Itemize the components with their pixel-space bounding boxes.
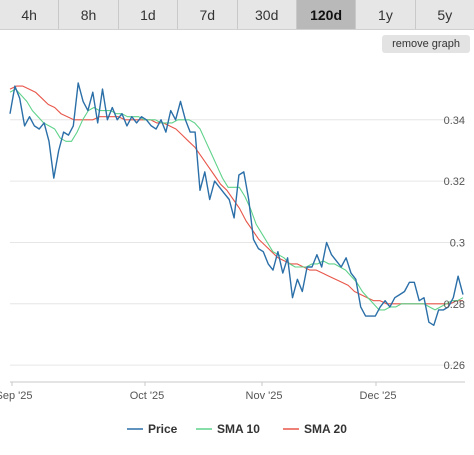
x-tick-label: Dec '25 [360,390,397,402]
x-tick-label: Nov '25 [246,390,283,402]
legend-sma-10-label: SMA 10 [217,422,260,436]
tab-1y[interactable]: 1y [356,0,416,29]
x-tick-label: Oct '25 [130,390,165,402]
time-range-tabs: 4h 8h 1d 7d 30d 120d 1y 5y [0,0,474,30]
y-tick-label: 0.28 [444,299,465,311]
tab-7d[interactable]: 7d [178,0,238,29]
legend-sma-20[interactable]: SMA 20 [283,422,347,436]
x-tick-label: Sep '25 [0,390,32,402]
sma-10-line [9,88,464,311]
remove-graph-button[interactable]: remove graph [382,35,470,53]
price-chart: 0.34 0.32 0.3 0.28 0.26 Sep '25 Oct '25 Nov '25… [0,82,465,436]
tab-5y[interactable]: 5y [437,6,453,23]
y-tick-label: 0.26 [444,360,465,372]
y-tick-label: 0.34 [444,115,465,127]
legend-sma-20-label: SMA 20 [304,422,347,436]
legend-price[interactable]: Price [127,422,178,436]
tab-8h[interactable]: 8h [59,0,119,29]
tab-4h[interactable]: 4h [0,0,60,29]
y-tick-label: 0.32 [444,176,465,188]
price-line [9,82,464,326]
legend-sma-10[interactable]: SMA 10 [196,422,260,436]
tab-30d[interactable]: 30d [238,0,297,29]
legend-price-label: Price [148,422,178,436]
y-tick-label: 0.3 [450,237,465,249]
tab-1d[interactable]: 1d [119,0,179,29]
tab-120d[interactable]: 120d [296,0,357,29]
